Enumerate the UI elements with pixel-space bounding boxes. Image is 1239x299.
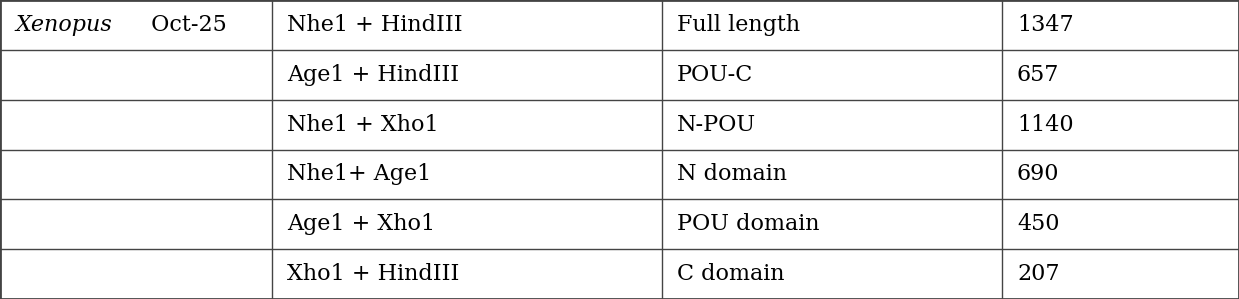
Text: POU domain: POU domain — [676, 213, 819, 235]
Text: C domain: C domain — [676, 263, 784, 285]
Text: POU-C: POU-C — [676, 64, 753, 86]
Text: Nhe1 + Xho1: Nhe1 + Xho1 — [287, 114, 439, 135]
Text: 207: 207 — [1017, 263, 1059, 285]
Text: N domain: N domain — [676, 164, 787, 185]
Text: Age1 + Xho1: Age1 + Xho1 — [287, 213, 435, 235]
Text: Oct-25: Oct-25 — [144, 14, 227, 36]
Text: 450: 450 — [1017, 213, 1059, 235]
Text: Nhe1+ Age1: Nhe1+ Age1 — [287, 164, 431, 185]
Text: 690: 690 — [1017, 164, 1059, 185]
Text: Xenopus: Xenopus — [15, 14, 112, 36]
Text: 1347: 1347 — [1017, 14, 1074, 36]
Text: Full length: Full length — [676, 14, 800, 36]
Text: N-POU: N-POU — [676, 114, 756, 135]
Text: 657: 657 — [1017, 64, 1059, 86]
Text: 1140: 1140 — [1017, 114, 1074, 135]
Text: Age1 + HindIII: Age1 + HindIII — [287, 64, 460, 86]
Text: Xho1 + HindIII: Xho1 + HindIII — [287, 263, 460, 285]
Text: Nhe1 + HindIII: Nhe1 + HindIII — [287, 14, 462, 36]
